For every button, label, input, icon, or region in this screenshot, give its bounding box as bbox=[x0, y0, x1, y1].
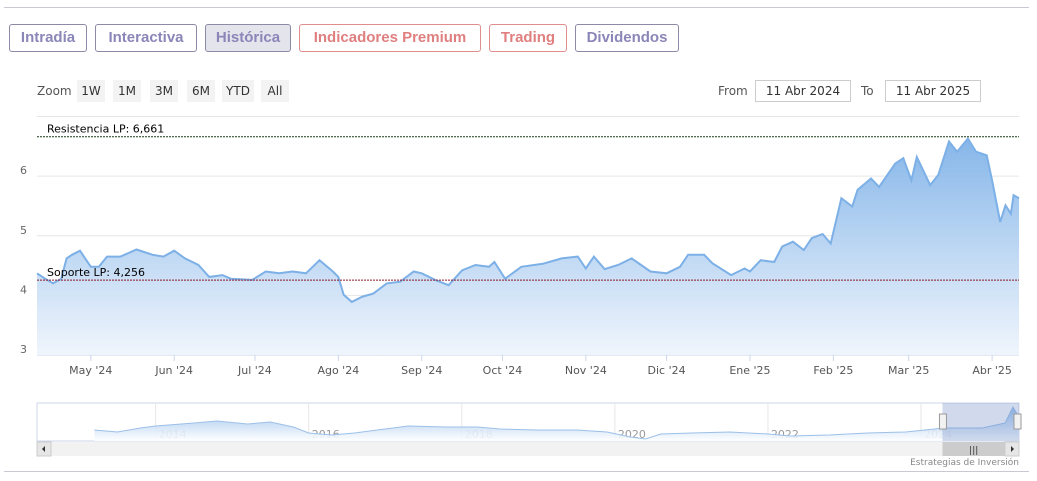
y-tick-label: 6 bbox=[20, 164, 27, 177]
navigator-handle[interactable] bbox=[938, 413, 947, 430]
navigator-selection bbox=[942, 403, 1019, 441]
x-tick-label: Mar '25 bbox=[888, 364, 929, 377]
top-divider bbox=[4, 7, 1029, 8]
tab-interactiva[interactable]: Interactiva bbox=[95, 24, 197, 52]
zoom-1w-button[interactable]: 1W bbox=[77, 80, 105, 102]
zoom-1m-button[interactable]: 1M bbox=[113, 80, 141, 102]
x-tick-label: Oct '24 bbox=[483, 364, 523, 377]
zoom-6m-button[interactable]: 6M bbox=[187, 80, 215, 102]
tab-dividendos[interactable]: Dividendos bbox=[575, 24, 679, 52]
y-tick-label: 3 bbox=[20, 343, 27, 356]
scrollbar-track[interactable] bbox=[37, 442, 1019, 456]
x-tick-label: Jul '24 bbox=[237, 364, 272, 377]
scrollbar-grip-icon: ||| bbox=[969, 446, 978, 456]
x-tick-label: Feb '25 bbox=[813, 364, 853, 377]
tab-trading[interactable]: Trading bbox=[489, 24, 567, 52]
zoom-label: Zoom bbox=[37, 84, 72, 98]
bottom-divider bbox=[4, 471, 1029, 472]
plot-line-label: Resistencia LP: 6,661 bbox=[47, 123, 164, 136]
from-date-input[interactable]: 11 Abr 2024 bbox=[755, 80, 851, 102]
x-tick-label: Jun '24 bbox=[154, 364, 193, 377]
x-tick-label: May '24 bbox=[69, 364, 112, 377]
zoom-3m-button[interactable]: 3M bbox=[150, 80, 178, 102]
credits[interactable]: Estrategias de Inversión bbox=[910, 458, 1019, 468]
x-tick-label: Nov '24 bbox=[565, 364, 607, 377]
tab-indicadores-premium[interactable]: Indicadores Premium bbox=[299, 24, 481, 52]
x-tick-label: Abr '25 bbox=[972, 364, 1012, 377]
y-tick-label: 5 bbox=[20, 224, 27, 237]
tab-historica[interactable]: Histórica bbox=[205, 24, 291, 52]
y-tick-label: 4 bbox=[20, 283, 27, 296]
tab-intradia[interactable]: Intradía bbox=[9, 24, 87, 52]
arrow-right-icon bbox=[1011, 446, 1014, 452]
to-label: To bbox=[861, 84, 874, 98]
x-tick-label: Dic '24 bbox=[648, 364, 686, 377]
x-tick-label: Sep '24 bbox=[401, 364, 442, 377]
to-date-input[interactable]: 11 Abr 2025 bbox=[885, 80, 981, 102]
plot-line-label: Soporte LP: 4,256 bbox=[47, 266, 145, 279]
x-tick-label: Ago '24 bbox=[317, 364, 359, 377]
navigator-line bbox=[94, 405, 1020, 440]
price-area bbox=[37, 138, 1019, 355]
zoom-all-button[interactable]: All bbox=[261, 80, 289, 102]
navigator-handle[interactable] bbox=[1013, 413, 1022, 430]
from-label: From bbox=[718, 84, 748, 98]
x-tick-label: Ene '25 bbox=[729, 364, 770, 377]
arrow-left-icon bbox=[42, 446, 45, 452]
price-line bbox=[36, 136, 1020, 304]
zoom-ytd-button[interactable]: YTD bbox=[222, 80, 254, 102]
scrollbar-thumb[interactable] bbox=[942, 442, 1005, 456]
